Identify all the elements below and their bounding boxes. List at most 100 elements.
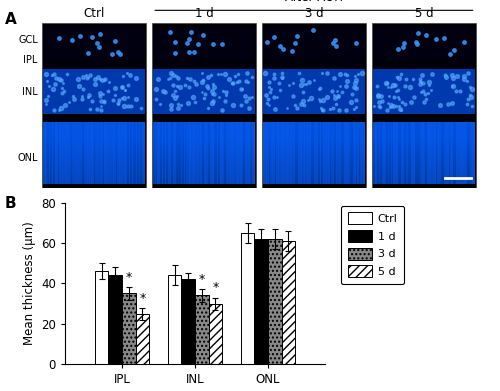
Bar [43,122,44,185]
Bar [64,122,65,185]
Bar [317,122,318,185]
Bar [153,122,254,125]
Bar [263,128,364,131]
Bar [400,122,402,185]
Bar [344,122,346,185]
Bar [94,271,108,364]
Bar [373,114,474,122]
Bar [153,27,254,59]
Bar [153,178,254,181]
Bar [153,114,254,122]
Bar [136,122,138,185]
Bar [373,144,474,147]
Bar [263,122,264,185]
Bar [97,122,98,185]
Bar [233,122,234,185]
Bar [304,122,305,185]
Y-axis label: Mean thickness (μm): Mean thickness (μm) [22,222,36,345]
Bar [414,122,415,185]
Bar [328,122,330,185]
Bar [374,122,376,185]
Bar [420,122,421,185]
Bar [373,169,474,172]
Bar [424,122,426,185]
Bar [43,114,144,122]
Bar [43,160,144,163]
Bar [110,122,112,185]
Bar [230,122,232,185]
Bar [428,122,430,185]
Bar [430,122,431,185]
Bar [75,122,76,185]
Bar [206,122,207,185]
Bar [266,122,268,185]
Bar [132,122,133,185]
Bar [44,122,46,185]
Bar [383,122,384,185]
Bar [72,122,74,185]
Bar [353,122,354,185]
Bar [220,122,222,185]
Bar [91,122,92,185]
Bar [43,169,144,172]
Bar [210,122,211,185]
Bar [358,122,359,185]
Bar [456,122,458,185]
Bar [422,122,424,185]
Text: 5 d: 5 d [414,7,433,20]
Bar [263,125,364,128]
Bar [270,122,272,185]
Bar [182,280,195,364]
Bar [153,138,254,141]
Bar [238,122,240,185]
Bar [382,122,383,185]
Bar [43,135,144,138]
Bar [88,122,90,185]
Bar [324,122,326,185]
Bar [120,122,122,185]
Bar [278,122,279,185]
Bar [372,23,476,188]
Bar [466,122,468,185]
Bar [100,122,101,185]
Bar [272,122,273,185]
Bar [80,122,81,185]
Bar [92,122,94,185]
Bar [326,122,327,185]
Bar [268,239,281,364]
Bar [336,122,337,185]
Bar [289,122,290,185]
Text: Ctrl: Ctrl [83,7,104,20]
Bar [74,122,75,185]
Bar [263,172,364,175]
Bar [43,122,144,125]
Bar [462,122,463,185]
Bar [107,122,108,185]
Bar [124,122,126,185]
Bar [174,122,175,185]
Bar [188,122,190,185]
Bar [306,122,308,185]
Bar [90,122,91,185]
Bar [153,131,254,135]
Bar [280,122,282,185]
Bar [200,122,201,185]
Bar [43,147,144,150]
Bar [191,122,192,185]
Bar [117,122,118,185]
Bar [427,122,428,185]
Bar [106,122,107,185]
Bar [276,122,278,185]
Bar [373,172,474,175]
Bar [153,156,254,160]
Bar [46,122,48,185]
Bar [69,122,70,185]
Bar [236,122,238,185]
Bar [346,122,348,185]
Bar [153,128,254,131]
Bar [159,122,160,185]
Bar [194,122,195,185]
Legend: Ctrl, 1 d, 3 d, 5 d: Ctrl, 1 d, 3 d, 5 d [341,206,404,284]
Text: 3 d: 3 d [304,7,323,20]
Text: INL: INL [22,88,38,97]
